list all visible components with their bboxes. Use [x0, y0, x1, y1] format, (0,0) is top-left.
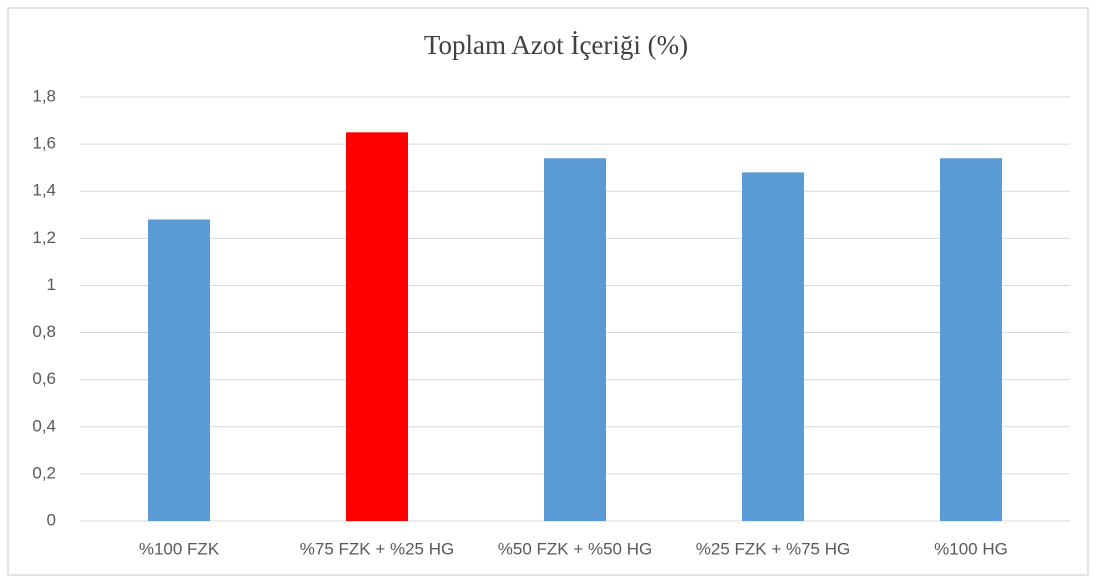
y-tick-label: 1 [47, 275, 56, 294]
bar [742, 172, 804, 521]
y-tick-label: 0 [47, 510, 56, 529]
y-tick-label: 0,2 [32, 463, 56, 482]
y-tick-label: 0,4 [32, 416, 56, 435]
y-tick-label: 1,8 [32, 86, 56, 105]
chart-title: Toplam Azot İçeriği (%) [424, 30, 688, 60]
bar [940, 158, 1002, 521]
x-tick-label: %100 FZK [139, 539, 220, 558]
y-tick-label: 0,8 [32, 322, 56, 341]
y-tick-label: 1,6 [32, 134, 56, 153]
bar [148, 219, 210, 521]
x-tick-label: %100 HG [934, 539, 1008, 558]
bar [346, 132, 408, 522]
x-tick-label: %25 FZK + %75 HG [696, 539, 850, 558]
y-tick-label: 1,4 [32, 181, 56, 200]
y-tick-label: 0,6 [32, 369, 56, 388]
bar [544, 158, 606, 521]
y-tick-label: 1,2 [32, 228, 56, 247]
x-tick-label: %75 FZK + %25 HG [300, 539, 454, 558]
x-tick-label: %50 FZK + %50 HG [498, 539, 652, 558]
